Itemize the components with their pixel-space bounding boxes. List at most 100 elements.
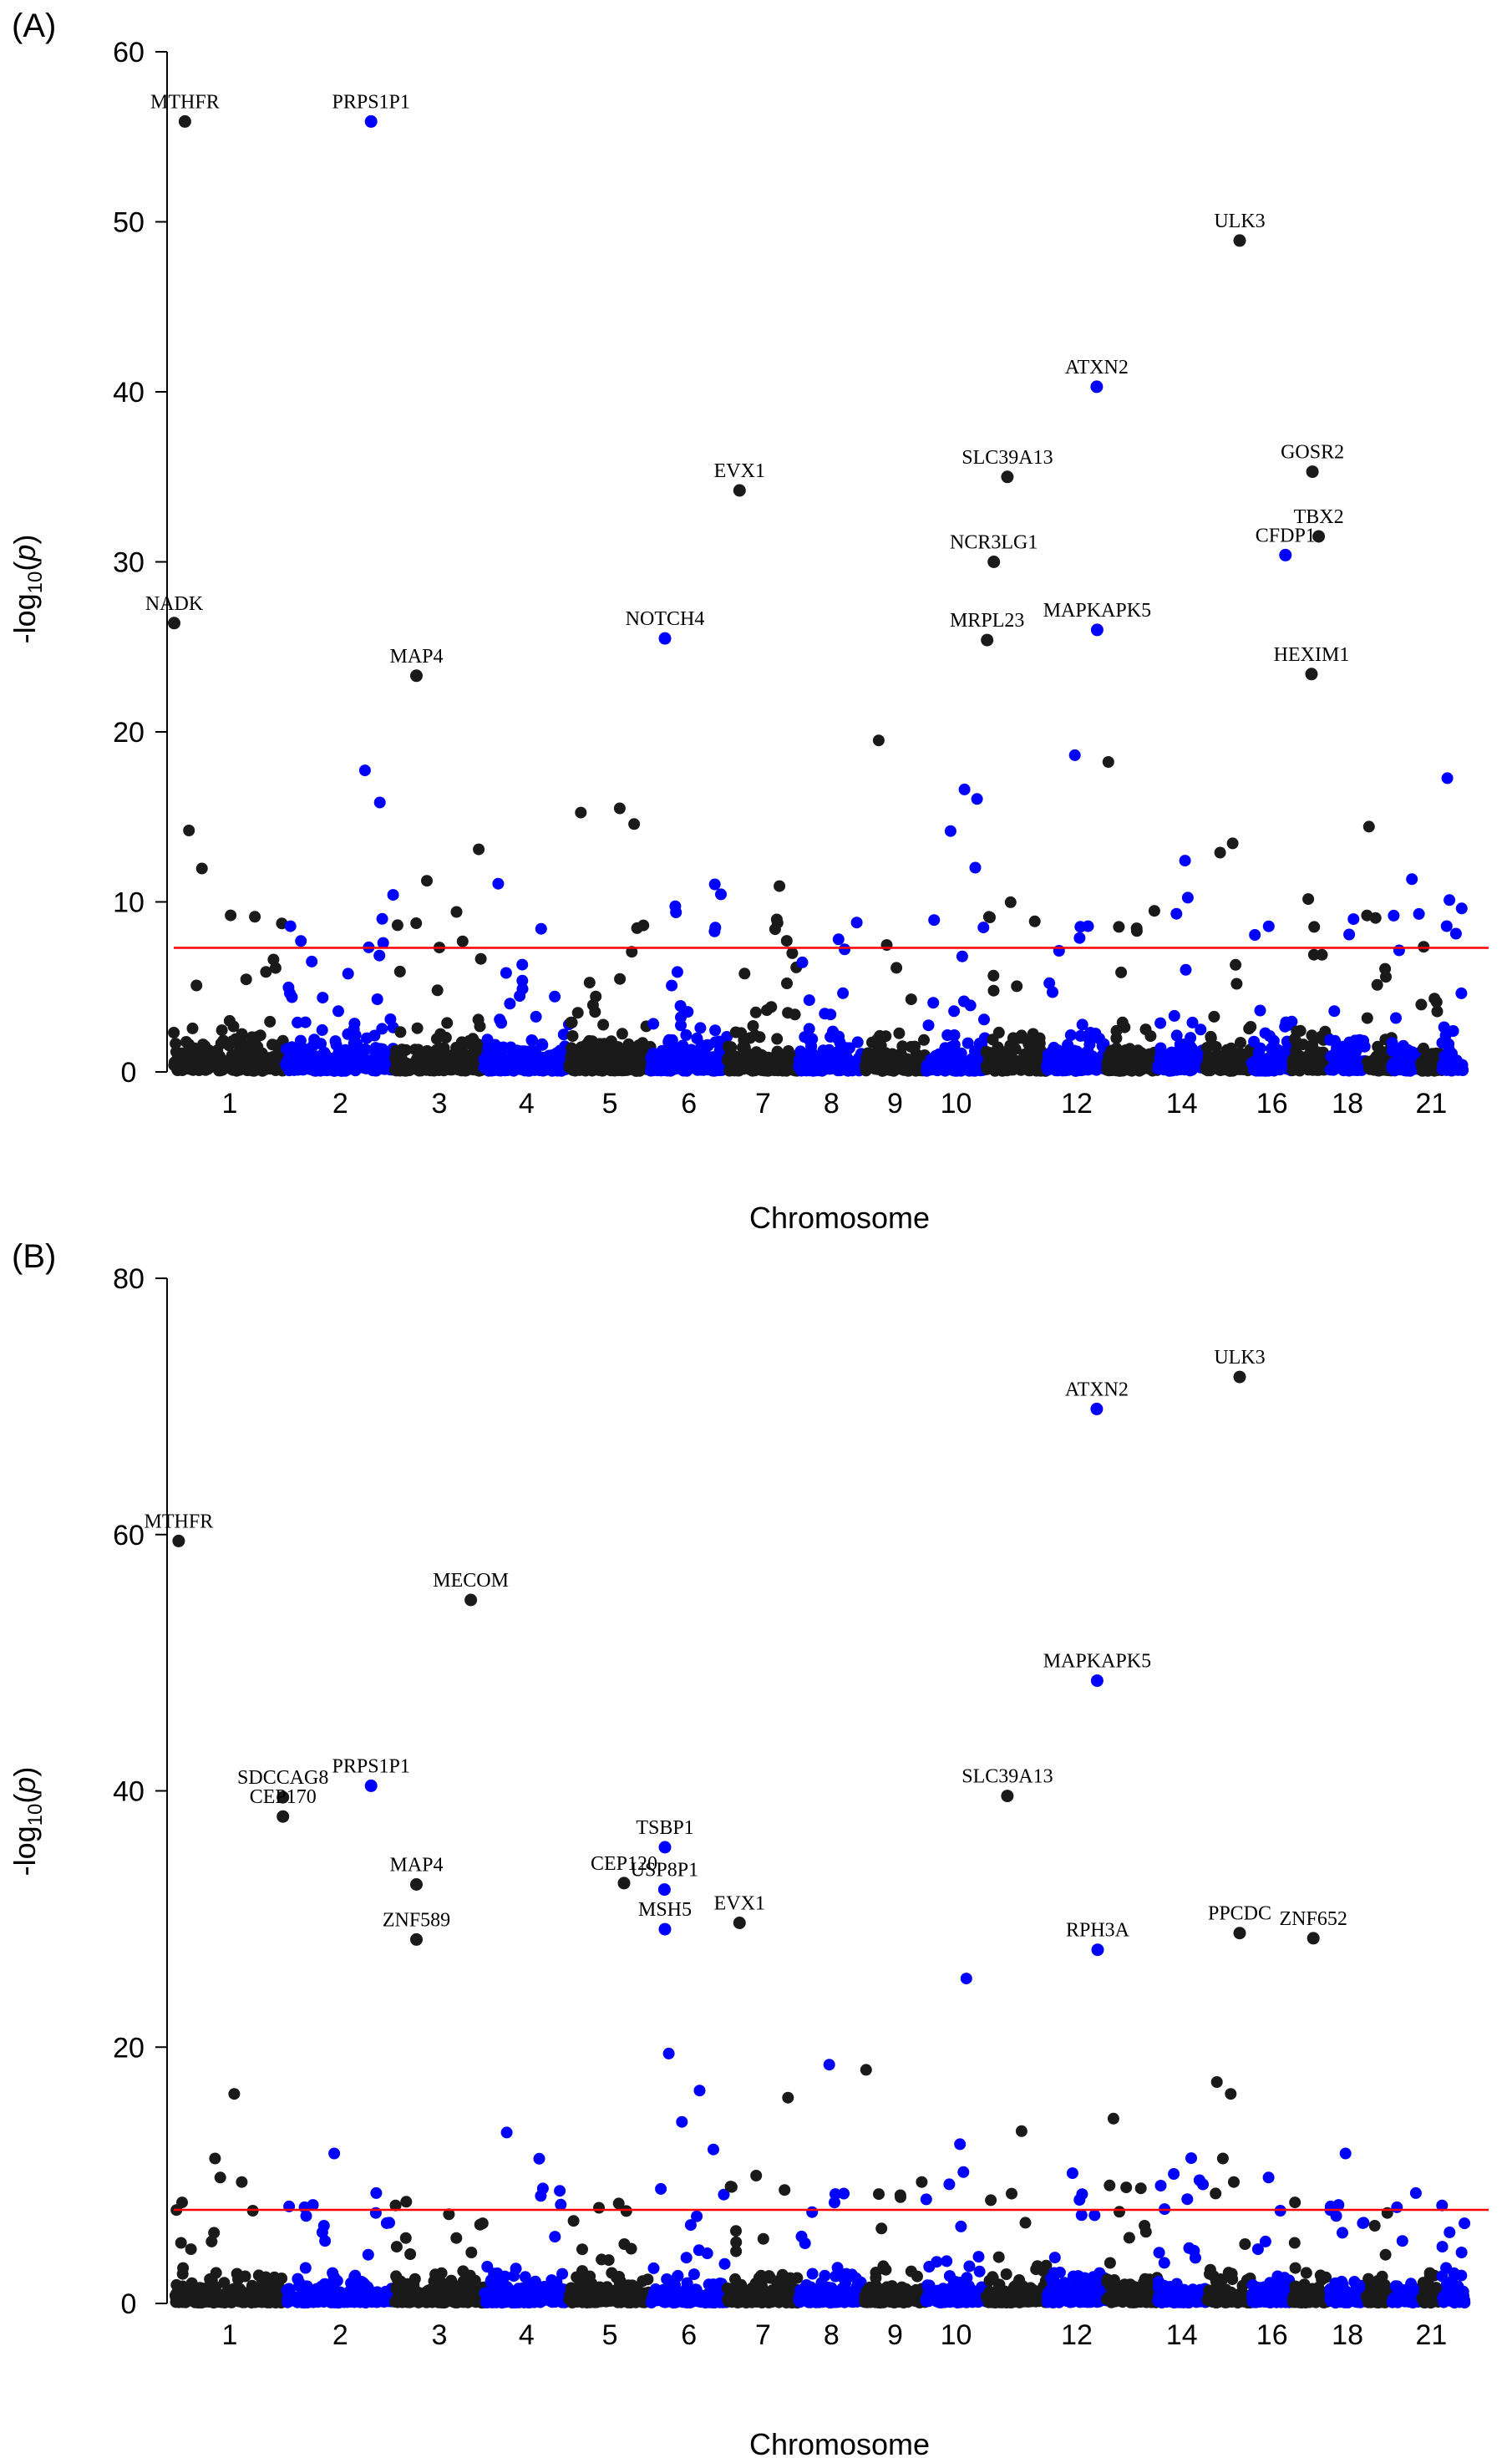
data-point	[1076, 1018, 1088, 1031]
data-point	[410, 669, 423, 683]
data-point	[1263, 1030, 1276, 1042]
y-tick-label: 20	[113, 717, 145, 749]
data-point	[359, 1044, 372, 1056]
data-point	[409, 1062, 422, 1074]
data-point	[209, 2152, 221, 2165]
data-point	[586, 1035, 598, 1048]
data-point	[1291, 1036, 1303, 1049]
data-point	[565, 1016, 577, 1028]
data-point	[1073, 932, 1086, 944]
data-point	[500, 967, 512, 979]
data-point	[765, 1001, 778, 1013]
data-point	[730, 2225, 742, 2237]
data-point	[373, 949, 386, 962]
data-point	[529, 1064, 541, 1076]
data-point	[430, 1053, 443, 1065]
data-point	[674, 1000, 687, 1012]
data-point	[168, 1059, 180, 1071]
data-point	[376, 1023, 388, 1035]
data-point	[680, 1028, 693, 1041]
data-point	[499, 2270, 511, 2283]
data-point	[721, 1031, 733, 1043]
data-point	[287, 2290, 299, 2303]
data-point	[575, 806, 587, 819]
data-point	[482, 1042, 494, 1054]
data-point	[927, 997, 940, 1009]
data-point	[1279, 548, 1292, 561]
data-point	[457, 2265, 469, 2278]
data-point	[481, 1057, 494, 1069]
data-point	[358, 764, 371, 777]
data-point	[769, 923, 781, 936]
data-point	[764, 2272, 777, 2284]
data-point	[687, 1059, 699, 1072]
data-point	[441, 2295, 454, 2307]
data-point	[430, 1044, 443, 1056]
data-point	[658, 632, 672, 645]
data-point	[424, 1064, 436, 1076]
gene-label: NCR3LG1	[950, 532, 1038, 554]
data-point	[1362, 820, 1375, 833]
gene-label: MAP4	[389, 646, 443, 668]
data-point	[1404, 1056, 1417, 1069]
data-point	[571, 1007, 584, 1019]
data-point	[1171, 1045, 1184, 1058]
data-point	[495, 1048, 508, 1060]
data-point	[593, 2202, 605, 2214]
data-point	[500, 2126, 513, 2139]
data-point	[444, 2279, 456, 2292]
data-point	[364, 114, 378, 128]
gene-label: NADK	[145, 593, 204, 615]
data-point	[180, 1036, 192, 1048]
data-point	[872, 734, 885, 747]
data-point	[456, 1064, 469, 1076]
data-point	[411, 1022, 424, 1034]
data-point	[178, 114, 191, 128]
data-point	[1428, 993, 1441, 1005]
data-point	[585, 1062, 597, 1074]
data-point	[1028, 915, 1041, 927]
data-point	[431, 984, 444, 997]
data-point	[860, 1052, 873, 1064]
data-point	[1294, 1024, 1307, 1037]
data-point	[175, 1048, 188, 1060]
data-point	[1083, 1032, 1096, 1044]
data-point	[281, 1043, 292, 1055]
data-point	[244, 1042, 256, 1054]
data-point	[565, 1058, 577, 1070]
data-point	[987, 556, 1001, 568]
data-point	[977, 922, 990, 934]
data-point	[545, 1054, 557, 1067]
data-point	[753, 2272, 765, 2284]
data-point	[302, 1058, 314, 1070]
data-point	[516, 958, 529, 971]
gene-label: EVX1	[714, 460, 765, 482]
data-point	[823, 2059, 835, 2071]
data-point	[824, 2286, 836, 2298]
data-point	[928, 914, 941, 927]
data-point	[374, 1061, 387, 1074]
data-point	[837, 987, 850, 999]
data-point	[730, 2236, 743, 2248]
data-point	[1170, 907, 1183, 920]
data-point	[195, 1064, 207, 1075]
data-point	[1004, 896, 1017, 908]
data-point	[299, 2262, 312, 2274]
data-point	[499, 2294, 511, 2307]
data-point	[186, 1022, 199, 1034]
data-point	[266, 1039, 278, 1051]
data-point	[978, 1013, 990, 1026]
data-point	[1181, 891, 1194, 904]
data-point	[299, 1016, 312, 1028]
data-point	[320, 1061, 332, 1074]
data-point	[549, 990, 561, 1003]
data-point	[391, 919, 403, 932]
data-point	[987, 984, 1000, 997]
data-point	[778, 1059, 790, 1071]
y-tick-label: 40	[113, 377, 145, 409]
data-point	[1371, 978, 1383, 991]
data-point	[701, 2247, 713, 2259]
data-point	[800, 2279, 813, 2291]
data-point	[1449, 927, 1462, 940]
data-point	[414, 1051, 427, 1064]
